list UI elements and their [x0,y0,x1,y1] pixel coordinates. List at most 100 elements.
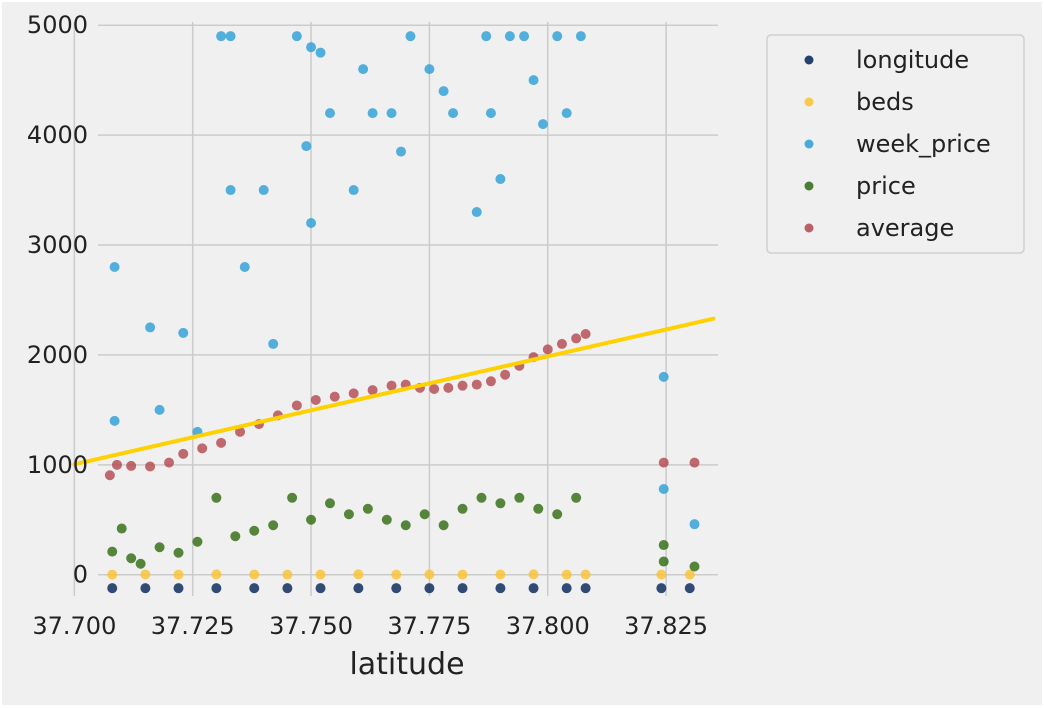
point-average [500,369,511,380]
point-longitude [140,583,151,594]
point-week_price [258,185,269,196]
point-price [495,498,506,509]
legend-frame [766,34,1025,254]
x-tick-label: 37.800 [506,612,590,640]
y-tick-label: 0 [73,561,88,589]
point-price [268,520,279,531]
x-tick-label: 37.750 [269,612,353,640]
point-average [471,379,482,390]
point-price [324,498,335,509]
legend-label-average: average [856,214,954,242]
point-price [154,542,165,553]
point-week_price [315,47,326,58]
point-week_price [348,185,359,196]
point-average [443,382,454,393]
point-week_price [216,31,227,42]
point-average [429,383,440,394]
point-week_price [301,141,312,152]
point-price [116,523,127,534]
point-beds [249,569,260,580]
point-average [104,470,115,481]
point-beds [561,569,572,580]
point-week_price [386,108,397,119]
grid [73,22,718,596]
point-longitude [561,583,572,594]
point-week_price [481,31,492,42]
point-price [126,553,137,564]
point-week_price [178,327,189,338]
point-price [211,492,222,503]
point-week_price [575,31,586,42]
point-longitude [107,583,118,594]
legend-label-longitude: longitude [856,46,969,74]
point-longitude [282,583,293,594]
point-longitude [457,583,468,594]
y-tick-label: 4000 [27,121,88,149]
point-beds [528,569,539,580]
legend-label-beds: beds [856,88,914,116]
point-week_price [239,261,250,272]
point-beds [140,569,151,580]
point-price [107,546,118,557]
point-price [552,509,563,520]
x-axis-ticks: 37.700 37.725 37.750 37.775 37.800 37.825 [32,612,708,640]
point-average [485,376,496,387]
series-trend-line [72,316,716,467]
point-average [457,380,468,391]
point-average [580,329,591,340]
point-week_price [306,218,317,229]
point-beds [580,569,591,580]
point-longitude [353,583,364,594]
point-average [197,443,208,454]
point-beds [656,569,667,580]
point-price [438,520,449,531]
point-beds [424,569,435,580]
point-beds [391,569,402,580]
point-average [658,457,669,468]
point-week_price [324,108,335,119]
point-week_price [424,64,435,75]
point-week_price [689,519,700,530]
point-week_price [538,119,549,130]
y-tick-label: 1000 [27,451,88,479]
x-axis-title: latitude [349,647,464,682]
point-week_price [504,31,515,42]
point-beds [315,569,326,580]
point-longitude [684,583,695,594]
point-week_price [658,371,669,382]
point-longitude [173,583,184,594]
x-tick-label: 37.825 [624,612,708,640]
point-price [658,556,669,567]
point-week_price [306,42,317,53]
point-beds [211,569,222,580]
point-average [542,344,553,355]
point-average [178,448,189,459]
point-week_price [495,174,506,185]
point-price [287,492,298,503]
legend-marker-week_price [804,139,814,149]
point-average [556,338,567,349]
point-price [135,558,146,569]
legend-marker-average [804,223,814,233]
point-price [249,525,260,536]
point-week_price [552,31,563,42]
point-average [348,388,359,399]
point-longitude [495,583,506,594]
series-layer [72,31,716,594]
point-price [419,509,430,520]
legend-marker-longitude [804,55,814,65]
y-axis-ticks: 0 1000 2000 3000 4000 5000 [27,11,88,589]
point-week_price [519,31,530,42]
point-price [689,561,700,572]
legend-marker-beds [804,97,814,107]
point-week_price [291,31,302,42]
point-average [367,385,378,396]
point-longitude [528,583,539,594]
trend-line [72,316,716,467]
point-week_price [528,75,539,86]
point-beds [457,569,468,580]
point-beds [107,569,118,580]
point-week_price [471,207,482,218]
point-week_price [405,31,416,42]
